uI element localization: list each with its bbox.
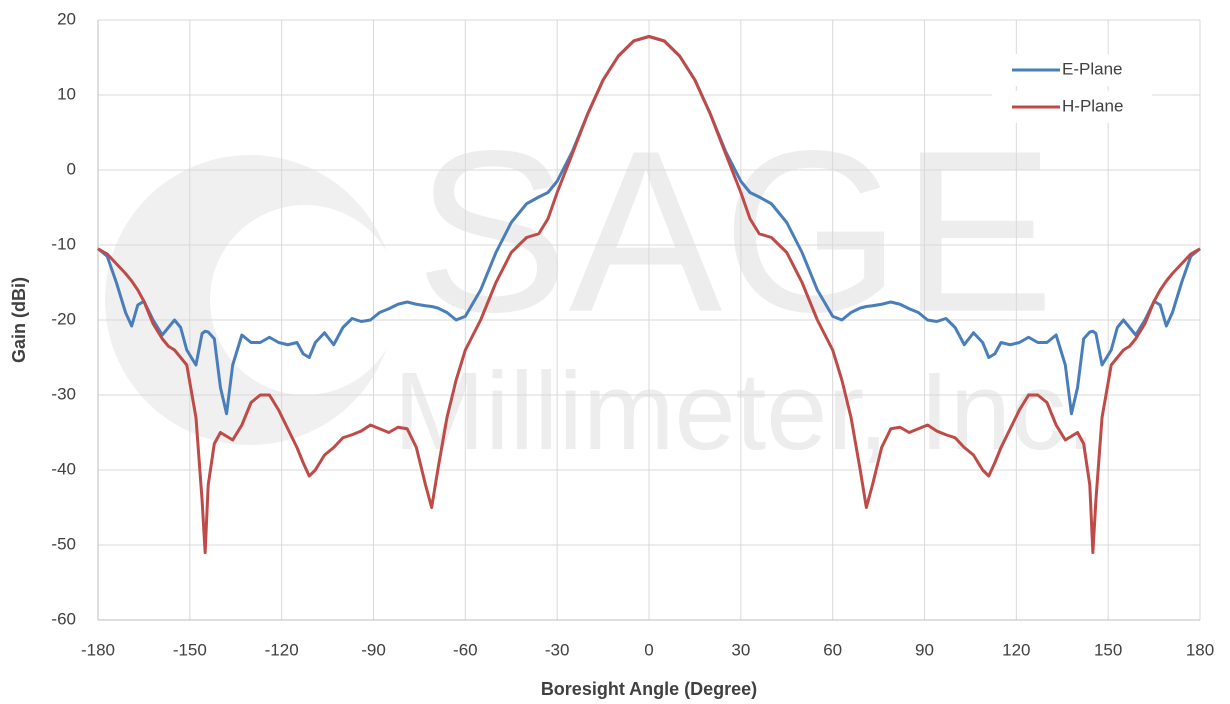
legend-label: E-Plane	[1062, 59, 1122, 78]
y-tick-label: -50	[51, 534, 76, 553]
y-tick-label: -10	[51, 234, 76, 253]
watermark: SAGE	[415, 103, 1054, 360]
x-tick-label: -180	[81, 640, 115, 659]
x-tick-label: 30	[731, 640, 750, 659]
x-tick-label: 150	[1094, 640, 1122, 659]
x-tick-label: 0	[644, 640, 653, 659]
y-tick-label: 20	[57, 9, 76, 28]
x-tick-label: 180	[1186, 640, 1214, 659]
watermark-logo	[105, 155, 400, 445]
x-axis-title: Boresight Angle (Degree)	[541, 679, 757, 699]
watermark: Millimeter, Inc.	[394, 350, 1097, 473]
x-tick-label: 120	[1002, 640, 1030, 659]
x-tick-label: -120	[265, 640, 299, 659]
series-line	[97, 35, 1201, 554]
y-tick-label: -40	[51, 459, 76, 478]
x-tick-label: -30	[545, 640, 570, 659]
x-tick-label: -60	[453, 640, 478, 659]
y-tick-label: -30	[51, 384, 76, 403]
x-tick-label: -90	[361, 640, 386, 659]
x-tick-label: 90	[915, 640, 934, 659]
y-axis-title: Gain (dBi)	[9, 277, 29, 363]
x-tick-label: -150	[173, 640, 207, 659]
y-tick-label: 0	[67, 159, 76, 178]
y-tick-label: -60	[51, 609, 76, 628]
y-tick-label: 10	[57, 84, 76, 103]
y-tick-label: -20	[51, 309, 76, 328]
x-tick-label: 60	[823, 640, 842, 659]
legend-label: H-Plane	[1062, 96, 1123, 115]
